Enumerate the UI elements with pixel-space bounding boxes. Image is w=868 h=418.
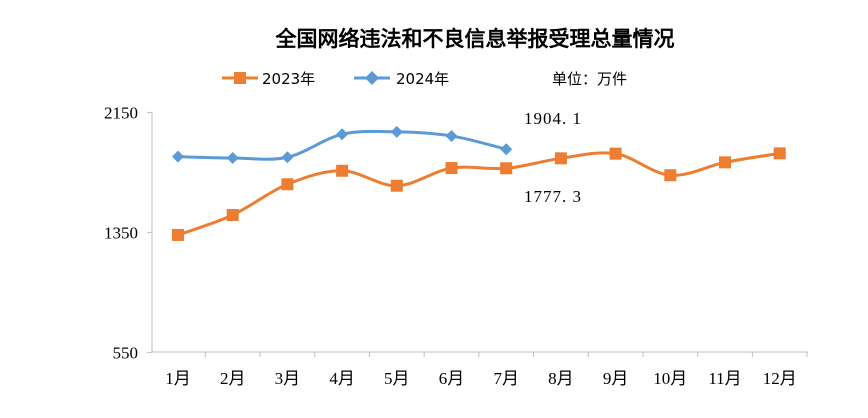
data-point-2023 [281,178,294,191]
data-point-2024 [390,125,403,138]
x-tick-label: 3月 [275,369,301,388]
data-point-2024 [226,152,239,164]
data-point-2023 [172,228,184,241]
x-tick-label: 5月 [384,369,410,388]
x-tick-label: 10月 [653,369,687,388]
x-tick-label: 1月 [165,369,191,388]
data-point-2023 [719,156,731,169]
data-point-2024 [336,128,349,141]
data-point-2024 [445,129,458,142]
y-tick-label: 1350 [104,223,138,242]
x-tick-label: 11月 [708,369,741,388]
x-tick-label: 7月 [493,369,519,388]
data-point-2023 [226,209,239,221]
y-tick-label: 2150 [104,103,138,122]
legend-marker-2023 [234,72,246,84]
x-tick-label: 6月 [439,369,465,388]
legend-label-2023: 2023年 [262,70,315,88]
legend: 2023年 2024年 单位：万件 [222,70,627,88]
x-tick-label: 4月 [329,369,355,388]
series-line-0 [177,151,780,237]
x-tick-label: 9月 [603,369,629,388]
data-point-2024 [172,150,184,163]
data-point-2024 [500,143,513,156]
data-point-2023 [664,169,677,182]
data-point-2023 [773,147,786,160]
x-tick-label: 2月 [220,369,246,388]
data-point-2023 [554,152,567,165]
annotation-2024-jul: 1904. 1 [524,109,582,128]
data-point-2023 [390,179,403,192]
data-point-2023 [336,164,349,177]
legend-marker-2024 [365,71,379,85]
legend-label-2024: 2024年 [396,70,449,88]
data-point-2023 [500,162,513,175]
annotation-2023-jul: 1777. 3 [524,187,582,206]
data-point-2023 [609,147,622,160]
x-tick-label: 8月 [548,369,574,388]
data-point-2024 [281,151,294,164]
y-tick-label: 550 [113,343,139,362]
x-tick-label: 12月 [763,369,797,388]
chart-title: 全国网络违法和不良信息举报受理总量情况 [275,27,675,51]
unit-label: 单位：万件 [552,70,627,88]
data-point-2023 [445,162,458,175]
